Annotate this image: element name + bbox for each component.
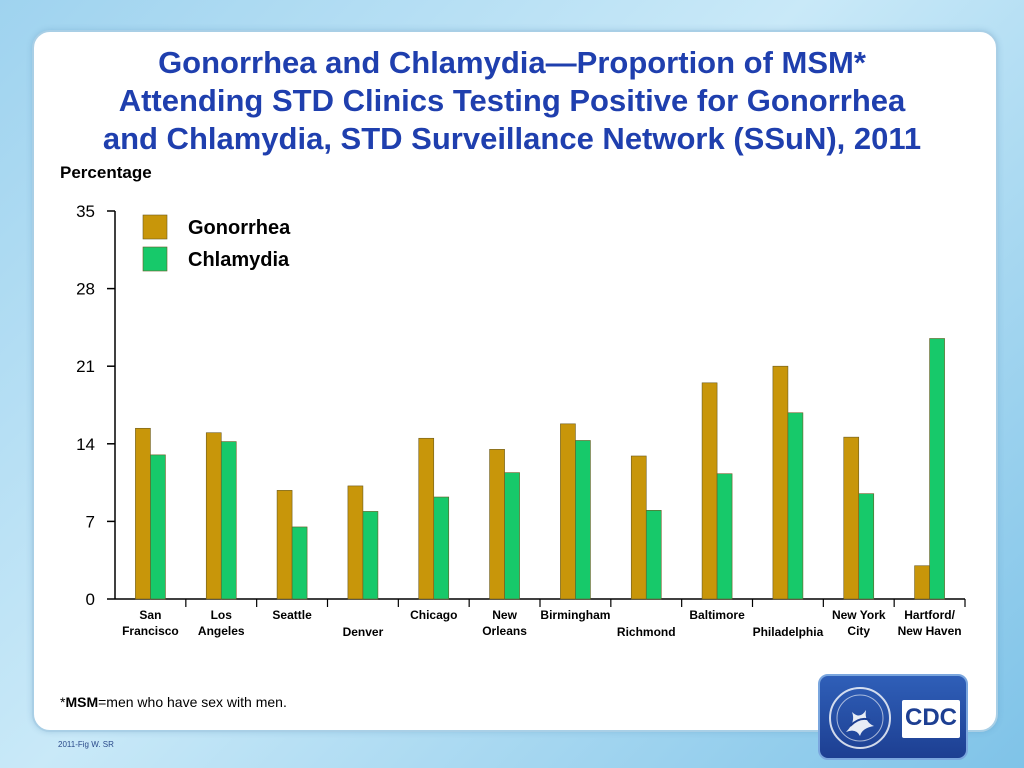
x-tick-label-5: New Orleans — [482, 608, 527, 638]
x-tick-label-10: New York City — [832, 608, 886, 638]
y-tick-label-0: 0 — [86, 590, 95, 609]
bar-gonorrhea-1 — [205, 432, 222, 600]
x-tick-label-11: Hartford/New Haven — [898, 608, 962, 638]
x-tick-label-1: Los Angeles — [198, 608, 245, 638]
y-tick-label-2: 14 — [76, 435, 95, 454]
x-tick-label-6: Birmingham — [540, 608, 610, 622]
bar-gonorrhea-6 — [560, 423, 576, 600]
y-tick-label-5: 35 — [76, 202, 95, 221]
bar-chlamydia-2 — [291, 526, 308, 600]
cdc-logo-text: CDC — [905, 704, 957, 731]
bar-gonorrhea-0 — [135, 427, 151, 600]
bar-chlamydia-9 — [787, 412, 804, 600]
y-tick-label-4: 28 — [76, 280, 95, 299]
slide-title: Gonorrhea and Chlamydia—Proportion of MS… — [40, 44, 984, 158]
x-tick-label-3: Denver — [343, 625, 384, 639]
cdc-wordmark: CDC — [902, 700, 960, 738]
cdc-logo: CDC — [818, 674, 968, 760]
bar-gonorrhea-7 — [630, 455, 647, 600]
bar-gonorrhea-11 — [914, 565, 930, 600]
legend-label-gonorrhea: Gonorrhea — [188, 217, 291, 239]
bar-chlamydia-4 — [433, 496, 450, 600]
bar-chlamydia-10 — [858, 493, 875, 600]
bar-chlamydia-11 — [929, 338, 945, 600]
bar-chlamydia-5 — [504, 472, 520, 600]
footnote-term: MSM — [65, 694, 99, 710]
x-tick-label-8: Baltimore — [689, 608, 745, 622]
hhs-seal-icon — [829, 687, 891, 749]
bar-gonorrhea-2 — [276, 490, 293, 600]
y-axis-label: Percentage — [60, 163, 152, 182]
bar-chlamydia-8 — [716, 473, 733, 600]
footnote: *MSM=men who have sex with men. — [60, 694, 287, 710]
legend-label-chlamydia: Chlamydia — [188, 249, 290, 271]
figure-id: 2011-Fig W. SR — [58, 740, 114, 749]
bar-gonorrhea-4 — [418, 437, 435, 600]
x-tick-label-2: Seattle — [272, 608, 312, 622]
title-line-1: Gonorrhea and Chlamydia—Proportion of MS… — [158, 45, 866, 80]
legend-swatch-chlamydia — [142, 246, 168, 272]
y-tick-label-3: 21 — [76, 357, 95, 376]
y-tick-label-1: 7 — [86, 512, 95, 531]
bar-chlamydia-7 — [645, 510, 662, 600]
bar-chlamydia-0 — [150, 454, 166, 600]
bar-gonorrhea-3 — [347, 485, 364, 600]
x-tick-label-7: Richmond — [617, 625, 676, 639]
x-tick-label-9: Philadelphia — [753, 625, 824, 639]
legend-swatch-gonorrhea — [142, 214, 168, 240]
title-line-2: Attending STD Clinics Testing Positive f… — [118, 83, 906, 118]
footnote-asterisk: * — [60, 694, 66, 710]
bar-gonorrhea-5 — [489, 449, 505, 600]
title-line-3: and Chlamydia, STD Surveillance Network … — [102, 121, 922, 156]
bar-gonorrhea-8 — [701, 382, 718, 600]
x-tick-label-4: Chicago — [410, 608, 457, 622]
bar-chlamydia-6 — [575, 440, 591, 600]
bar-gonorrhea-9 — [772, 365, 789, 600]
bar-gonorrhea-10 — [843, 436, 860, 600]
bar-chlamydia-3 — [362, 511, 379, 600]
x-tick-label-0: San Francisco — [122, 608, 179, 638]
footnote-definition: =men who have sex with men. — [98, 694, 287, 710]
slide-card — [32, 30, 998, 732]
bar-chlamydia-1 — [220, 441, 237, 600]
